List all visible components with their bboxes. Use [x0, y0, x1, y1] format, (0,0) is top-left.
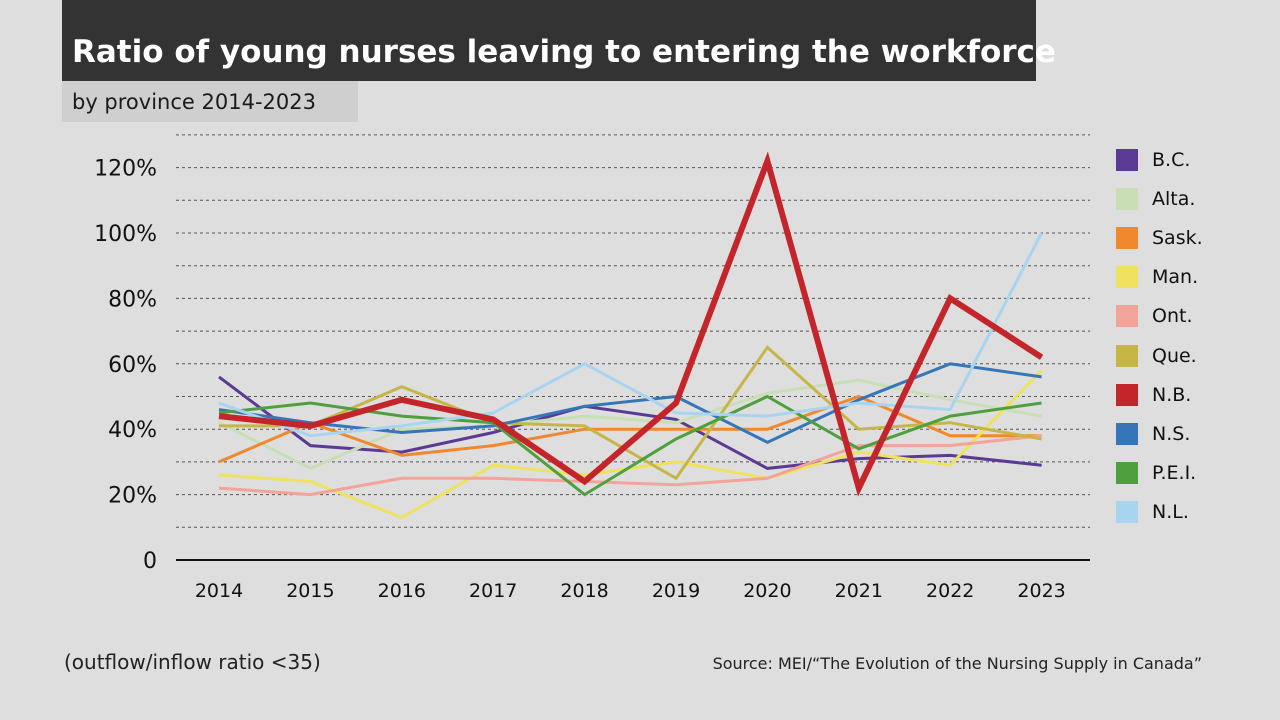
x-axis-ticks: 2014 2015 2016 2017 2018 2019 2020 2021 2022 2023 — [195, 580, 1066, 602]
x-tick-label: 2019 — [652, 580, 700, 602]
legend-swatch — [1116, 187, 1138, 210]
legend-item: P.E.I. — [1116, 454, 1203, 493]
subtitle-banner — [62, 81, 358, 122]
x-tick-label: 2014 — [195, 580, 243, 602]
series-lines — [218, 151, 1044, 520]
legend: B.C. Alta. Sask. Man. Ont. Que. N.B. N.S. P.E.I.… — [1116, 140, 1203, 532]
legend-swatch — [1116, 148, 1138, 171]
legend-item: N.L. — [1116, 493, 1203, 532]
y-tick-label: 100% — [94, 222, 157, 247]
y-tick-label: 0 — [143, 549, 157, 574]
legend-swatch — [1116, 305, 1138, 328]
y-tick-label: 20% — [108, 484, 157, 509]
y-tick-label: 80% — [108, 287, 157, 312]
legend-label: N.B. — [1152, 383, 1192, 406]
x-tick-label: 2022 — [926, 580, 974, 602]
legend-item: N.B. — [1116, 375, 1203, 414]
legend-item: Alta. — [1116, 179, 1203, 218]
series-line-ns — [218, 362, 1042, 444]
y-tick-label: 60% — [108, 353, 157, 378]
x-tick-label: 2021 — [835, 580, 883, 602]
legend-label: B.C. — [1152, 148, 1191, 171]
source-credit: Source: MEI/“The Evolution of the Nursin… — [712, 654, 1202, 673]
legend-swatch — [1116, 422, 1138, 445]
chart-title: Ratio of young nurses leaving to enterin… — [72, 34, 1056, 70]
x-tick-label: 2016 — [378, 580, 426, 602]
x-tick-label: 2020 — [743, 580, 791, 602]
legend-label: Sask. — [1152, 226, 1203, 249]
x-tick-label: 2015 — [286, 580, 334, 602]
grid-lines — [176, 134, 1090, 561]
ratio-note: (outflow/inflow ratio <35) — [64, 650, 321, 674]
title-banner — [62, 0, 1036, 81]
legend-item: Que. — [1116, 336, 1203, 375]
legend-label: Man. — [1152, 266, 1199, 289]
legend-label: N.L. — [1152, 501, 1189, 524]
legend-label: N.S. — [1152, 422, 1191, 445]
legend-swatch — [1116, 383, 1138, 406]
y-tick-label: 120% — [94, 157, 157, 182]
legend-swatch — [1116, 462, 1138, 485]
legend-item: Ont. — [1116, 297, 1203, 336]
series-line-nl — [218, 232, 1043, 438]
y-tick-label: 40% — [108, 418, 157, 443]
legend-item: Sask. — [1116, 218, 1203, 257]
legend-swatch — [1116, 501, 1138, 524]
legend-item: N.S. — [1116, 414, 1203, 453]
legend-swatch — [1116, 266, 1138, 289]
x-tick-label: 2017 — [469, 580, 517, 602]
legend-swatch — [1116, 344, 1138, 367]
legend-label: Alta. — [1152, 187, 1196, 210]
x-tick-label: 2018 — [560, 580, 608, 602]
series-line-pei — [218, 394, 1042, 497]
legend-item: B.C. — [1116, 140, 1203, 179]
series-line-sask — [218, 394, 1042, 464]
series-line-ont — [218, 434, 1042, 497]
series-line-nb — [218, 151, 1044, 497]
legend-label: Que. — [1152, 344, 1197, 367]
legend-label: P.E.I. — [1152, 462, 1197, 485]
legend-swatch — [1116, 226, 1138, 249]
x-tick-label: 2023 — [1017, 580, 1065, 602]
legend-label: Ont. — [1152, 305, 1193, 328]
y-axis-ticks: 0 20% 40% 60% 80% 100% 120% — [94, 157, 157, 574]
series-line-que — [219, 345, 1042, 481]
legend-item: Man. — [1116, 258, 1203, 297]
chart-subtitle: by province 2014-2023 — [72, 90, 316, 114]
